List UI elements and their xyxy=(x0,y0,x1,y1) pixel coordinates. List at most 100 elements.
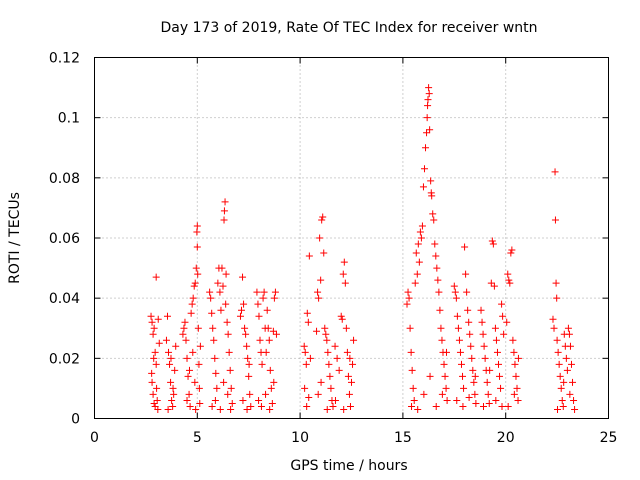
data-point xyxy=(154,315,162,323)
data-point xyxy=(150,324,158,332)
data-point xyxy=(493,348,501,356)
data-point xyxy=(431,240,439,248)
data-point xyxy=(557,384,565,392)
data-point xyxy=(426,372,434,380)
data-point xyxy=(166,360,174,368)
data-point xyxy=(246,390,254,398)
data-point xyxy=(154,405,162,413)
data-point xyxy=(315,294,323,302)
data-point xyxy=(227,405,235,413)
data-point xyxy=(477,306,485,314)
data-point xyxy=(481,354,489,362)
data-point xyxy=(467,342,475,350)
data-point xyxy=(510,348,518,356)
data-point xyxy=(183,396,191,404)
data-point xyxy=(498,300,506,308)
data-point xyxy=(194,270,202,278)
data-point xyxy=(459,402,467,410)
y-axis-label: ROTI / TECUs xyxy=(7,192,23,284)
x-tick-label: 5 xyxy=(193,430,202,446)
data-point xyxy=(262,390,270,398)
data-point xyxy=(488,237,496,245)
data-point xyxy=(551,168,559,176)
data-point xyxy=(239,273,247,281)
data-point xyxy=(268,399,276,407)
data-point xyxy=(411,279,419,287)
data-point xyxy=(320,249,328,257)
data-point xyxy=(440,360,448,368)
data-point xyxy=(196,399,204,407)
data-point xyxy=(186,402,194,410)
x-tick-label: 0 xyxy=(90,430,99,446)
data-point xyxy=(182,336,190,344)
data-point xyxy=(506,279,514,287)
data-point xyxy=(513,384,521,392)
data-point xyxy=(338,315,346,323)
data-point xyxy=(427,177,435,185)
data-point xyxy=(349,360,357,368)
data-point xyxy=(211,354,219,362)
data-point xyxy=(412,249,420,257)
data-point xyxy=(504,270,512,278)
data-point xyxy=(255,396,263,404)
y-tick-label: 0 xyxy=(71,412,80,428)
data-point xyxy=(479,330,487,338)
axis-ticks xyxy=(94,57,609,419)
data-point xyxy=(149,330,157,338)
data-point xyxy=(511,360,519,368)
data-point xyxy=(241,324,249,332)
data-point xyxy=(466,330,474,338)
data-point xyxy=(168,396,176,404)
data-point xyxy=(165,348,173,356)
data-point xyxy=(459,372,467,380)
data-point xyxy=(465,393,473,401)
data-point xyxy=(471,372,479,380)
data-point xyxy=(470,378,478,386)
data-point xyxy=(213,384,221,392)
y-tick-label: 0.04 xyxy=(49,291,80,307)
data-point xyxy=(569,378,577,386)
data-point xyxy=(428,192,436,200)
y-tick-label: 0.12 xyxy=(49,51,80,67)
y-tick-label: 0.06 xyxy=(49,231,80,247)
data-point xyxy=(410,396,418,404)
data-point xyxy=(487,279,495,287)
data-point xyxy=(567,360,575,368)
data-point xyxy=(420,390,428,398)
data-point xyxy=(317,276,325,284)
data-point xyxy=(206,288,214,296)
data-point xyxy=(425,84,433,92)
data-point xyxy=(169,384,177,392)
data-point xyxy=(148,369,156,377)
data-point xyxy=(484,390,492,398)
data-point xyxy=(342,324,350,332)
data-point xyxy=(438,336,446,344)
data-point xyxy=(508,246,516,254)
data-point xyxy=(556,372,564,380)
data-point xyxy=(555,360,563,368)
data-point xyxy=(193,228,201,236)
data-point xyxy=(170,390,178,398)
data-point xyxy=(269,327,277,335)
data-point xyxy=(335,366,343,374)
data-point xyxy=(424,102,432,110)
data-point xyxy=(302,360,310,368)
data-point xyxy=(479,402,487,410)
data-point xyxy=(192,405,200,413)
data-point xyxy=(478,318,486,326)
data-point xyxy=(552,279,560,287)
data-point xyxy=(350,336,358,344)
data-point xyxy=(425,90,433,98)
data-point xyxy=(301,384,309,392)
data-point xyxy=(565,330,573,338)
data-point xyxy=(150,399,158,407)
data-point xyxy=(260,288,268,296)
data-point xyxy=(184,372,192,380)
data-point xyxy=(188,300,196,308)
data-point xyxy=(324,348,332,356)
data-point xyxy=(497,384,505,392)
data-point xyxy=(225,348,233,356)
data-point xyxy=(247,402,255,410)
data-point xyxy=(414,240,422,248)
data-point xyxy=(566,342,574,350)
